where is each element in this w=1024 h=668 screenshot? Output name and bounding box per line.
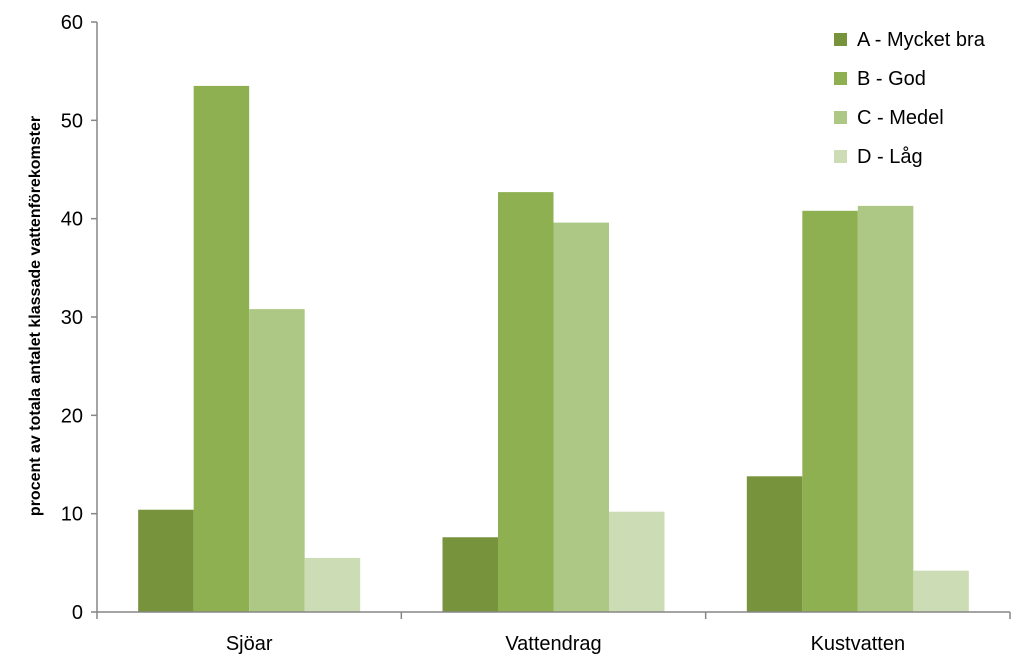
legend-swatch — [834, 72, 847, 85]
bar-kustvatten-1 — [746, 476, 803, 612]
bar-sjöar-4 — [304, 557, 361, 612]
bars-group — [138, 85, 969, 613]
legend-label: A - Mycket bra — [857, 29, 986, 51]
bar-sjöar-3 — [249, 309, 305, 612]
y-axis-label: procent av totala antalet klassade vatte… — [27, 116, 44, 516]
x-tick-label: Vattendrag — [505, 633, 601, 655]
legend-label: B - God — [857, 68, 926, 90]
bar-vattendrag-2 — [498, 192, 554, 612]
legend-label: D - Låg — [857, 146, 923, 168]
bar-kustvatten-3 — [857, 205, 914, 612]
legend-label: C - Medel — [857, 107, 944, 129]
legend-swatch — [834, 150, 847, 163]
x-tick-label: Kustvatten — [811, 633, 906, 655]
bar-kustvatten-2 — [802, 210, 858, 613]
y-tick-label: 30 — [61, 307, 83, 329]
bar-sjöar-2 — [193, 85, 250, 612]
y-tick-label: 50 — [61, 110, 83, 132]
axes-group: 0 10 20 30 40 50 60 Sjöar Vattendrag Kustvatten — [61, 12, 1011, 655]
y-tick-label: 20 — [61, 405, 83, 427]
legend: A - Mycket bra B - God C - Medel D - Låg — [834, 29, 986, 168]
y-tick-label: 60 — [61, 12, 83, 34]
bar-sjöar-1 — [138, 509, 194, 612]
legend-swatch — [834, 33, 847, 46]
y-tick-label: 0 — [72, 602, 83, 624]
bar-kustvatten-4 — [913, 570, 969, 612]
bar-vattendrag-3 — [553, 222, 609, 612]
y-tick-label: 40 — [61, 209, 83, 231]
y-tick-label: 10 — [61, 504, 83, 526]
legend-swatch — [834, 111, 847, 124]
bar-vattendrag-1 — [442, 537, 498, 612]
bar-vattendrag-4 — [609, 511, 665, 612]
x-tick-label: Sjöar — [226, 633, 273, 655]
